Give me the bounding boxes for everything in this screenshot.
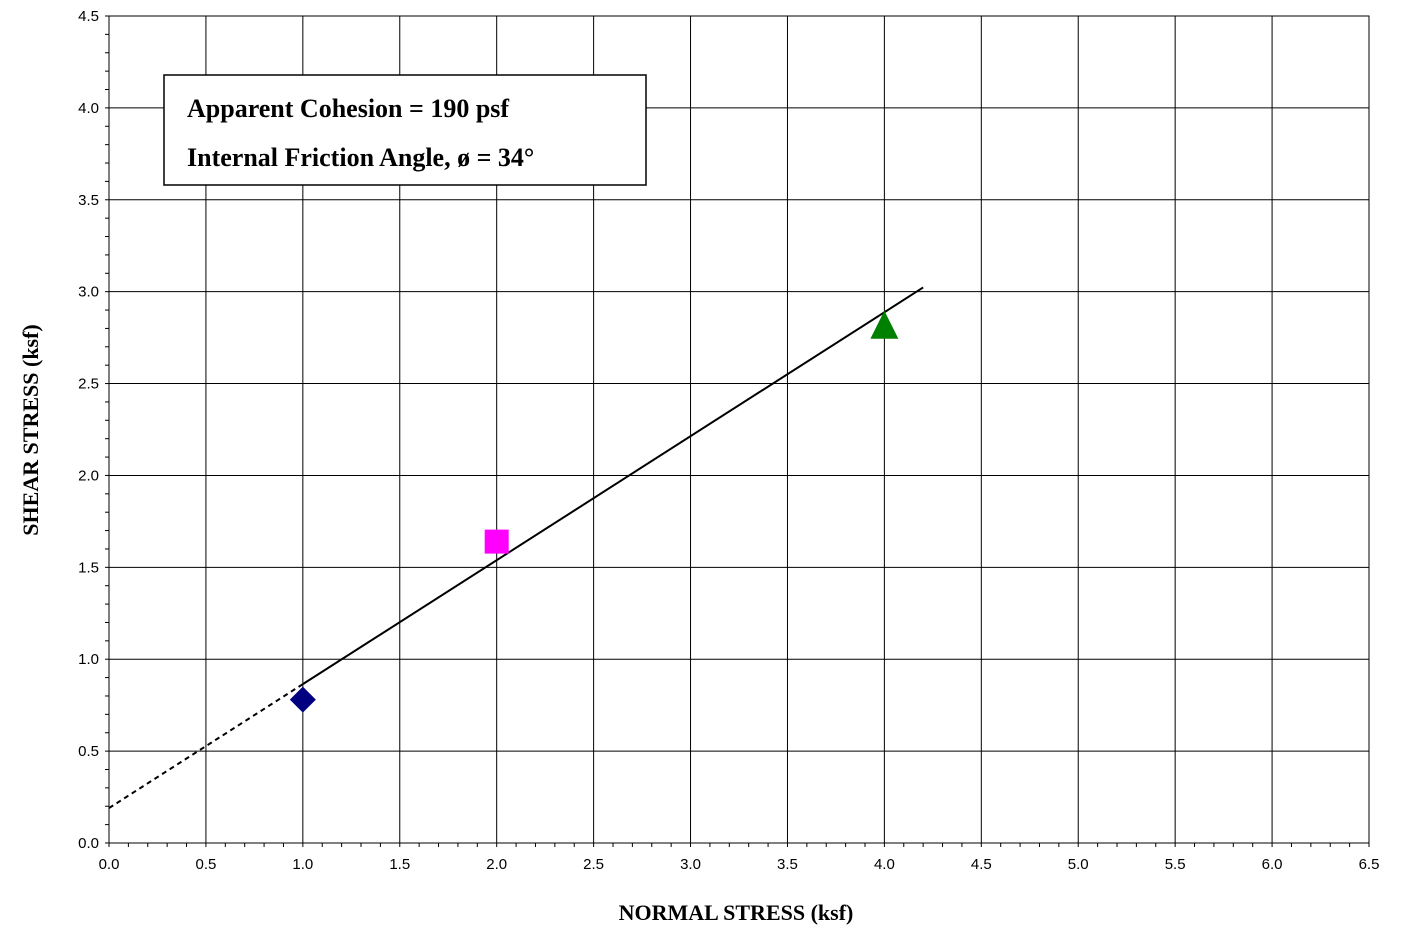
y-tick-label: 3.5: [78, 192, 99, 209]
annotation-frame: [163, 74, 647, 186]
x-tick-label: 1.5: [389, 856, 410, 873]
x-tick-label: 0.0: [99, 856, 120, 873]
y-tick-label: 4.5: [78, 8, 99, 25]
envelope-solid-segment: [302, 286, 924, 685]
envelope-dashed-segment: [108, 683, 304, 809]
y-tick-label: 3.0: [78, 284, 99, 301]
x-tick-label: 4.0: [874, 856, 895, 873]
x-tick-label: 3.0: [680, 856, 701, 873]
y-axis-title: SHEAR STRESS (ksf): [18, 324, 43, 536]
annotation-box: Apparent Cohesion = 190 psf Internal Fri…: [163, 74, 647, 186]
y-tick-label: 0.0: [78, 835, 99, 852]
y-tick-label: 1.0: [78, 651, 99, 668]
minor-ticks: [105, 15, 1370, 847]
y-tick-label: 2.0: [78, 467, 99, 484]
x-tick-label: 2.5: [583, 856, 604, 873]
plot-area-frame: [108, 15, 1370, 844]
failure-envelope: [108, 286, 924, 809]
x-tick-label: 4.5: [971, 856, 992, 873]
x-tick-label: 1.0: [292, 856, 313, 873]
data-point-diamond: [289, 686, 316, 713]
x-tick-label: 5.0: [1068, 856, 1089, 873]
y-axis-tick-labels: 0.0 0.5 1.0 1.5 2.0 2.5 3.0 3.5 4.0 4.5: [78, 8, 99, 852]
annotation-cohesion-text: Apparent Cohesion = 190 psf: [187, 94, 509, 123]
data-point-triangle: [870, 310, 899, 339]
data-point-square: [484, 529, 509, 554]
x-tick-label: 6.5: [1359, 856, 1380, 873]
x-tick-label: 6.0: [1262, 856, 1283, 873]
y-tick-label: 4.0: [78, 100, 99, 117]
data-points: [289, 310, 899, 713]
x-tick-label: 0.5: [195, 856, 216, 873]
y-tick-label: 1.5: [78, 559, 99, 576]
x-tick-label: 2.0: [486, 856, 507, 873]
x-tick-label: 3.5: [777, 856, 798, 873]
x-tick-label: 5.5: [1165, 856, 1186, 873]
x-axis-title: NORMAL STRESS (ksf): [619, 900, 854, 925]
annotation-friction-angle-text: Internal Friction Angle, ø = 34°: [187, 143, 534, 172]
x-axis-tick-labels: 0.0 0.5 1.0 1.5 2.0 2.5 3.0 3.5 4.0 4.5 5.0 5.5 6.0 6…: [99, 856, 1380, 873]
y-tick-label: 0.5: [78, 743, 99, 760]
y-tick-label: 2.5: [78, 376, 99, 393]
